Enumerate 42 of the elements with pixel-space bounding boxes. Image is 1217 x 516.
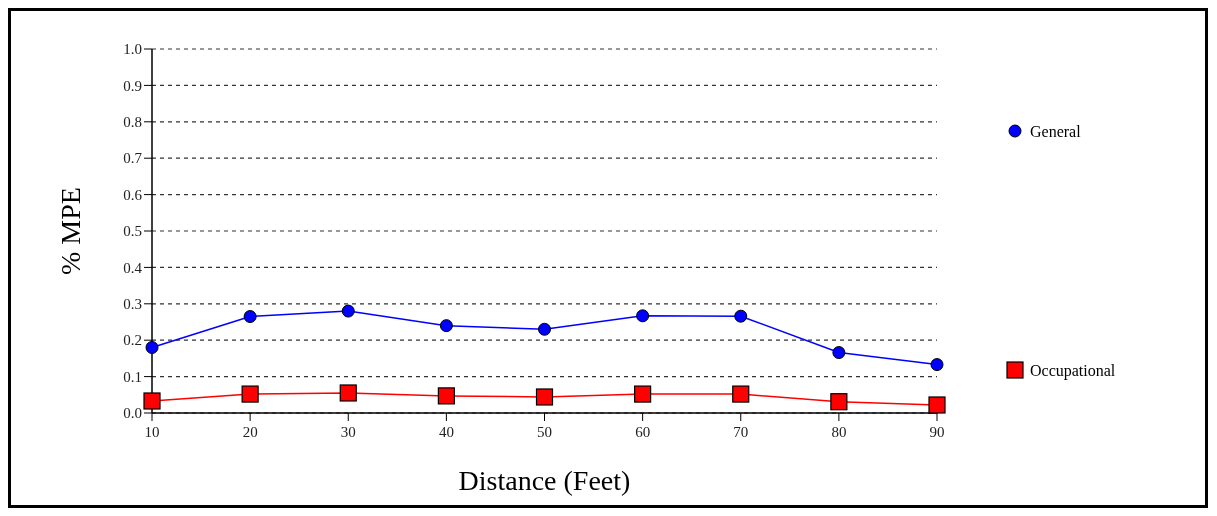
point — [535, 388, 554, 406]
point — [339, 384, 357, 402]
point — [930, 358, 944, 372]
y-tick-label: 0.6 — [123, 186, 143, 203]
point — [734, 309, 748, 323]
point — [732, 385, 750, 403]
point — [341, 304, 355, 318]
y-tick-label: 0.1 — [123, 368, 142, 385]
y-tick-label: 0.7 — [123, 150, 143, 167]
legend-label: Occupational — [1030, 361, 1116, 380]
x-axis-title: Distance (Feet) — [458, 465, 631, 496]
x-tick-label: 30 — [340, 424, 356, 440]
point — [145, 340, 159, 354]
point — [832, 346, 846, 360]
x-tick-label: 90 — [929, 424, 945, 440]
point — [538, 322, 551, 336]
y-tick-label: 0.4 — [123, 259, 143, 276]
legend-label: General — [1030, 122, 1082, 140]
y-tick-label: 0.9 — [123, 77, 142, 94]
y-tick-label: 0.0 — [123, 405, 142, 422]
y-tick-label: 0.3 — [123, 296, 142, 313]
point — [143, 392, 161, 410]
y-tick-label: 0.8 — [123, 114, 142, 131]
y-tick-label: 1.0 — [123, 41, 142, 58]
y-tick-label: 0.5 — [123, 223, 142, 240]
point — [241, 385, 259, 403]
point — [437, 387, 455, 405]
x-tick-label: 60 — [635, 424, 651, 440]
x-tick-label: 70 — [733, 424, 749, 440]
point — [636, 309, 650, 323]
point — [928, 396, 946, 414]
y-axis-title: % MPE — [55, 187, 86, 275]
point — [830, 393, 848, 411]
x-tick-label: 40 — [438, 424, 454, 440]
x-tick-label: 10 — [144, 424, 160, 440]
y-tick-label: 0.2 — [123, 332, 142, 349]
x-tick-label: 50 — [537, 424, 552, 440]
point — [439, 319, 453, 333]
x-tick-label: 20 — [242, 424, 258, 440]
point — [634, 385, 652, 403]
x-tick-label: 80 — [831, 424, 847, 440]
point — [243, 310, 257, 324]
